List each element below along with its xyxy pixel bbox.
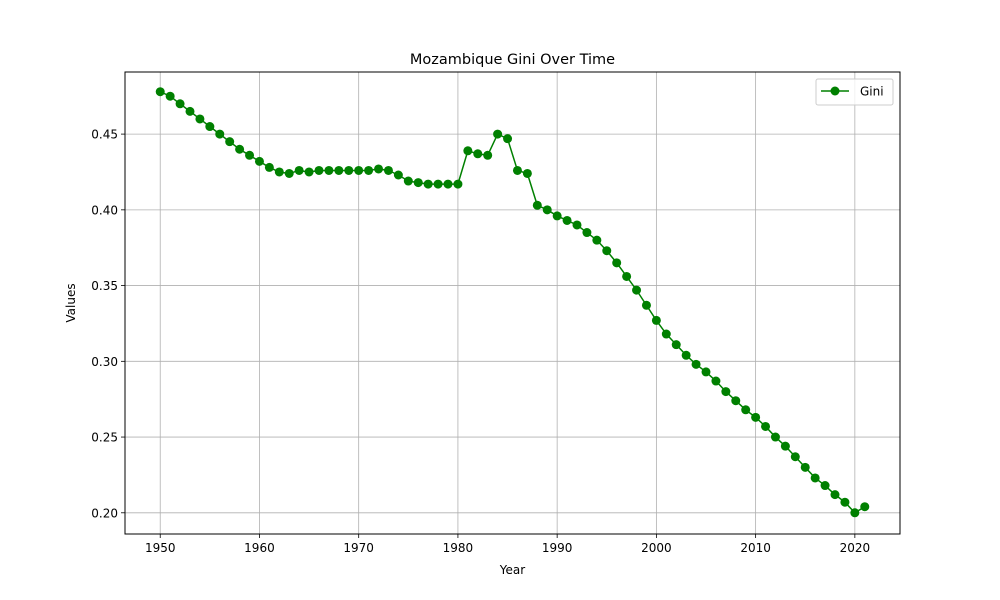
y-tick-label: 0.45 bbox=[91, 128, 118, 142]
data-point bbox=[364, 165, 374, 175]
grid-lines bbox=[125, 72, 900, 534]
data-point bbox=[413, 178, 423, 188]
data-point bbox=[701, 367, 711, 377]
chart-title: Mozambique Gini Over Time bbox=[410, 52, 615, 68]
data-point bbox=[225, 137, 235, 147]
data-point bbox=[761, 421, 771, 431]
data-point bbox=[503, 134, 513, 144]
x-tick-label: 1980 bbox=[443, 541, 474, 555]
data-point bbox=[245, 150, 255, 160]
data-point bbox=[641, 300, 651, 310]
y-axis-label: Values bbox=[64, 283, 78, 322]
data-point bbox=[661, 329, 671, 339]
y-tick-label: 0.30 bbox=[91, 355, 118, 369]
y-tick-label: 0.25 bbox=[91, 431, 118, 445]
data-point bbox=[681, 350, 691, 360]
data-point bbox=[165, 91, 175, 101]
data-point bbox=[433, 179, 443, 189]
data-point bbox=[294, 165, 304, 175]
y-tick-label: 0.20 bbox=[91, 506, 118, 520]
data-point bbox=[304, 167, 314, 177]
legend: Gini bbox=[815, 78, 894, 106]
data-point bbox=[522, 168, 532, 178]
y-tick-label: 0.40 bbox=[91, 203, 118, 217]
legend-marker-swatch bbox=[830, 86, 840, 96]
data-point bbox=[691, 359, 701, 369]
data-point bbox=[344, 165, 354, 175]
data-point bbox=[215, 129, 225, 139]
data-point bbox=[731, 396, 741, 406]
data-point bbox=[334, 165, 344, 175]
data-point bbox=[403, 176, 413, 186]
data-point bbox=[185, 106, 195, 116]
data-point bbox=[512, 165, 522, 175]
data-point bbox=[741, 405, 751, 415]
data-point bbox=[830, 490, 840, 500]
data-point bbox=[572, 220, 582, 230]
data-point bbox=[374, 164, 384, 174]
data-point bbox=[463, 146, 473, 156]
data-point bbox=[314, 165, 324, 175]
y-tick-label: 0.35 bbox=[91, 279, 118, 293]
data-point bbox=[443, 179, 453, 189]
x-tick-label: 2020 bbox=[840, 541, 871, 555]
data-point bbox=[850, 508, 860, 518]
series-layer bbox=[155, 87, 870, 518]
data-point bbox=[274, 167, 284, 177]
data-point bbox=[800, 462, 810, 472]
data-point bbox=[810, 473, 820, 483]
legend-box bbox=[815, 78, 894, 106]
data-point bbox=[790, 452, 800, 462]
x-tick-label: 1960 bbox=[244, 541, 275, 555]
data-point bbox=[860, 502, 870, 512]
data-point bbox=[711, 376, 721, 386]
data-point bbox=[473, 149, 483, 159]
data-point bbox=[205, 122, 215, 132]
data-point bbox=[354, 165, 364, 175]
data-point bbox=[383, 165, 393, 175]
data-point bbox=[751, 412, 761, 422]
data-point bbox=[264, 162, 274, 172]
x-tick-label: 1970 bbox=[343, 541, 374, 555]
legend-label: Gini bbox=[860, 85, 884, 99]
data-point bbox=[780, 441, 790, 451]
x-tick-label: 2000 bbox=[641, 541, 672, 555]
data-point bbox=[671, 340, 681, 350]
plot-frame bbox=[124, 71, 901, 535]
data-point bbox=[423, 179, 433, 189]
data-point bbox=[612, 258, 622, 268]
data-point bbox=[542, 205, 552, 215]
data-point bbox=[840, 497, 850, 507]
x-tick-label: 1950 bbox=[145, 541, 176, 555]
data-point bbox=[721, 387, 731, 397]
data-point bbox=[195, 114, 205, 124]
data-point bbox=[453, 179, 463, 189]
data-point bbox=[622, 271, 632, 281]
data-point bbox=[254, 156, 264, 166]
data-point bbox=[592, 235, 602, 245]
data-point bbox=[582, 228, 592, 238]
data-point bbox=[393, 170, 403, 180]
data-point bbox=[651, 315, 661, 325]
data-point bbox=[820, 481, 830, 491]
data-point bbox=[770, 432, 780, 442]
axis-ticks: 1950 1960 1970 1980 1990 2000 2010 2020 0.20 0.25… bbox=[91, 128, 870, 555]
data-point bbox=[284, 168, 294, 178]
data-point bbox=[532, 200, 542, 210]
data-point bbox=[562, 215, 572, 225]
data-point bbox=[552, 211, 562, 221]
x-axis-label: Year bbox=[499, 563, 525, 577]
data-point bbox=[602, 246, 612, 256]
data-point bbox=[632, 285, 642, 295]
data-point bbox=[483, 150, 493, 160]
data-point bbox=[235, 144, 245, 154]
x-tick-label: 2010 bbox=[740, 541, 771, 555]
data-point bbox=[324, 165, 334, 175]
data-point bbox=[175, 99, 185, 109]
x-tick-label: 1990 bbox=[542, 541, 573, 555]
data-point bbox=[155, 87, 165, 97]
data-point bbox=[493, 129, 503, 139]
